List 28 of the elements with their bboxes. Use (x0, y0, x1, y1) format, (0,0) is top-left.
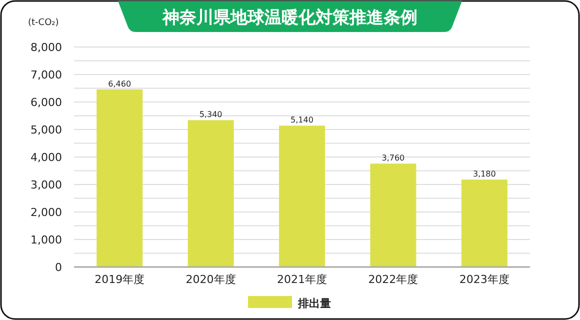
y-tick-label: 1,000 (30, 234, 62, 246)
x-tick-label: 2020年度 (186, 273, 236, 286)
y-tick-label: 5,000 (30, 124, 62, 136)
bar (461, 180, 508, 267)
chart-title: 神奈川県地球温暖化対策推進条例 (162, 8, 418, 28)
x-tick-label: 2023年度 (459, 273, 510, 286)
x-tick-label: 2019年度 (94, 273, 145, 286)
y-axis-title: (t-CO₂) (28, 18, 59, 28)
data-label: 3,180 (472, 170, 496, 179)
x-tick-label: 2022年度 (368, 273, 418, 286)
legend-label: 排出量 (297, 297, 331, 310)
y-tick-label: 6,000 (30, 96, 62, 109)
y-tick-label: 2,000 (30, 206, 62, 219)
title: 神奈川県地球温暖化対策推進条例 (118, 1, 462, 32)
y-tick-label: 0 (55, 261, 62, 274)
data-label: 3,760 (382, 154, 405, 163)
bar (370, 164, 416, 267)
y-tick-label: 7,000 (30, 68, 62, 82)
y-tick-label: 3,000 (30, 178, 62, 192)
data-label: 5,140 (290, 116, 314, 125)
bar (188, 120, 234, 267)
data-label: 5,340 (199, 110, 222, 120)
x-tick-label: 2021年度 (277, 273, 327, 286)
data-label: 6,460 (108, 79, 132, 88)
y-tick-label: 8,000 (30, 41, 62, 54)
y-tick-label: 4,000 (30, 151, 62, 164)
bar (96, 89, 143, 267)
bar (279, 126, 325, 267)
